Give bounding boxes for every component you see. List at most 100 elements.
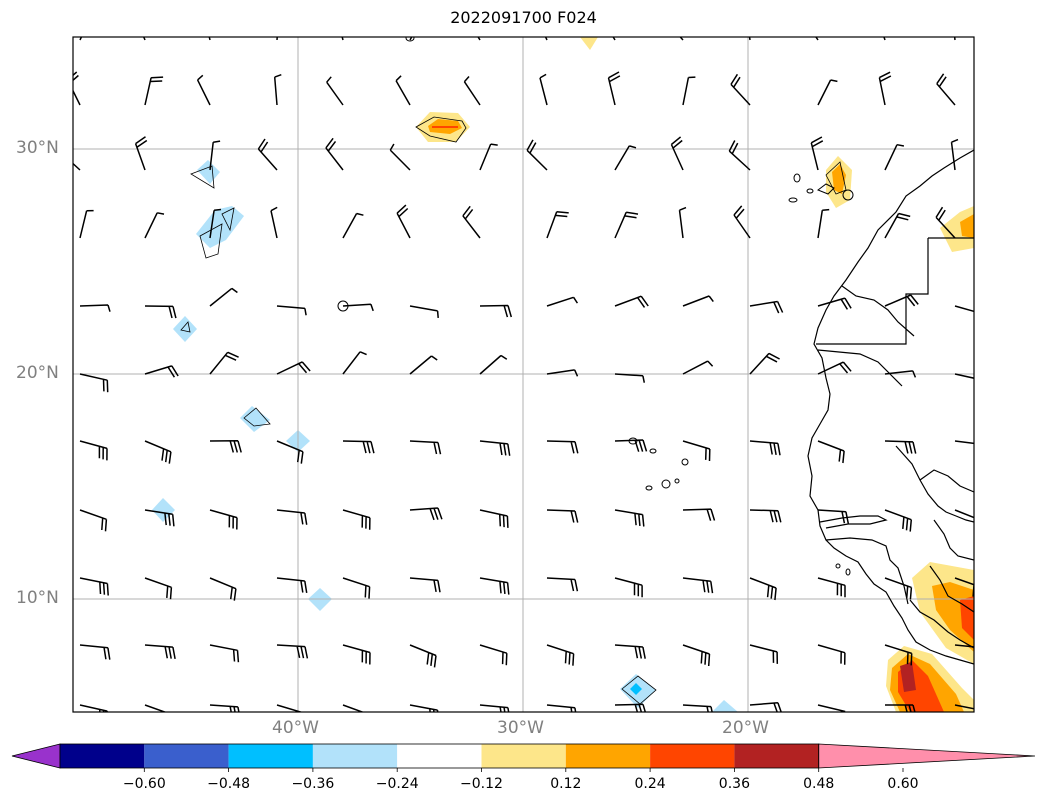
wind-barb bbox=[614, 373, 646, 383]
colorbar-tick-label: 0.48 bbox=[803, 776, 835, 792]
wind-barb bbox=[810, 136, 824, 171]
wind-barb bbox=[342, 351, 367, 375]
wind-barb bbox=[342, 212, 364, 239]
wind-barb bbox=[884, 577, 913, 600]
wind-barb bbox=[409, 507, 443, 521]
wind-barb bbox=[409, 577, 441, 593]
colorbar-tick-label: −0.24 bbox=[375, 776, 419, 792]
wind-barb bbox=[144, 509, 175, 527]
wind-barb bbox=[479, 304, 513, 318]
wind-barb bbox=[276, 37, 278, 41]
wind-barb bbox=[614, 145, 637, 171]
wind-barb bbox=[954, 373, 974, 379]
wind-barb bbox=[546, 296, 579, 307]
wind-barb bbox=[682, 644, 711, 667]
wind-barb bbox=[273, 73, 282, 106]
plot-frame bbox=[72, 36, 975, 713]
wind-barb bbox=[144, 76, 164, 106]
wind-barb bbox=[682, 508, 716, 521]
lat-label-20n: 20°N bbox=[16, 363, 59, 383]
wind-barb bbox=[276, 305, 307, 316]
wind-barb bbox=[546, 644, 575, 666]
wind-barb bbox=[954, 644, 974, 648]
wind-barb bbox=[817, 509, 850, 524]
wind-barb bbox=[546, 440, 579, 454]
wind-barb bbox=[953, 37, 956, 41]
wind-barb bbox=[409, 355, 438, 375]
wind-barb bbox=[954, 509, 974, 519]
wind-barb bbox=[682, 577, 714, 594]
wind-barb bbox=[954, 704, 974, 710]
wind-barb bbox=[884, 509, 913, 532]
wind-barb bbox=[682, 295, 714, 307]
wind-barb bbox=[954, 305, 974, 313]
wind-barb bbox=[342, 644, 371, 665]
wind-barb bbox=[276, 361, 311, 375]
wind-barb bbox=[79, 440, 108, 461]
wind-barb bbox=[144, 305, 177, 319]
wind-barb bbox=[395, 75, 411, 106]
wind-barb bbox=[79, 704, 109, 712]
wind-barb bbox=[546, 210, 569, 239]
wind-barb bbox=[612, 37, 616, 41]
wind-barb bbox=[479, 354, 508, 375]
wind-barb bbox=[546, 577, 579, 592]
wind-barb bbox=[614, 211, 639, 239]
wind-barb bbox=[276, 644, 309, 659]
wind-barb bbox=[326, 76, 344, 106]
wind-barb bbox=[144, 212, 165, 239]
wind-barb bbox=[749, 509, 782, 523]
wind-barb bbox=[817, 704, 846, 712]
wind-barb bbox=[884, 440, 917, 454]
wind-barb bbox=[546, 369, 579, 377]
wind-barb bbox=[79, 577, 109, 596]
wind-barb bbox=[884, 143, 905, 171]
wind-barb bbox=[479, 509, 509, 528]
wind-barb bbox=[209, 440, 242, 453]
wind-barb bbox=[79, 304, 111, 312]
wind-barb bbox=[682, 440, 711, 462]
wind-barb bbox=[134, 136, 148, 171]
wind-barb bbox=[614, 644, 646, 659]
wind-barb bbox=[276, 577, 308, 594]
colorbar-tick-label: 0.12 bbox=[550, 776, 582, 792]
wind-barb bbox=[479, 143, 498, 171]
wind-barb bbox=[79, 37, 83, 41]
colorbar-segment bbox=[650, 744, 735, 768]
colorbar-extend-max bbox=[818, 743, 1036, 769]
wind-barb bbox=[614, 439, 648, 452]
wind-barb bbox=[817, 208, 830, 239]
colorbar-extend-min bbox=[11, 743, 61, 769]
wind-barb bbox=[544, 37, 548, 41]
wind-barb bbox=[463, 76, 481, 106]
wind-barb bbox=[670, 136, 684, 171]
wind-barb bbox=[682, 360, 714, 375]
wind-barb bbox=[409, 305, 439, 318]
wind-barb bbox=[209, 208, 222, 239]
wind-barb bbox=[479, 704, 510, 712]
wind-barb bbox=[142, 37, 146, 41]
colorbar-tick-label: 0.36 bbox=[718, 776, 750, 792]
wind-barb bbox=[883, 37, 886, 41]
wind-barb bbox=[325, 137, 344, 171]
wind-barb bbox=[73, 162, 81, 171]
wind-barb bbox=[682, 76, 696, 106]
wind-barb bbox=[546, 704, 577, 712]
wind-barb bbox=[389, 143, 411, 171]
wind-barb bbox=[144, 577, 173, 600]
wind-barb bbox=[748, 37, 751, 41]
wind-barb bbox=[815, 37, 819, 41]
wind-barb bbox=[817, 79, 838, 106]
wind-barb bbox=[607, 71, 621, 106]
negative-anomaly-patch bbox=[196, 206, 244, 248]
wind-barb bbox=[209, 287, 238, 307]
wind-barb bbox=[749, 440, 781, 456]
wind-barb bbox=[614, 295, 649, 308]
wind-barb bbox=[749, 352, 780, 375]
coastline bbox=[807, 149, 974, 665]
wind-barb bbox=[276, 704, 304, 712]
wind-barb bbox=[885, 704, 916, 712]
wind-barb bbox=[79, 209, 94, 239]
wind-barb bbox=[79, 373, 109, 393]
wind-barb bbox=[342, 509, 371, 530]
